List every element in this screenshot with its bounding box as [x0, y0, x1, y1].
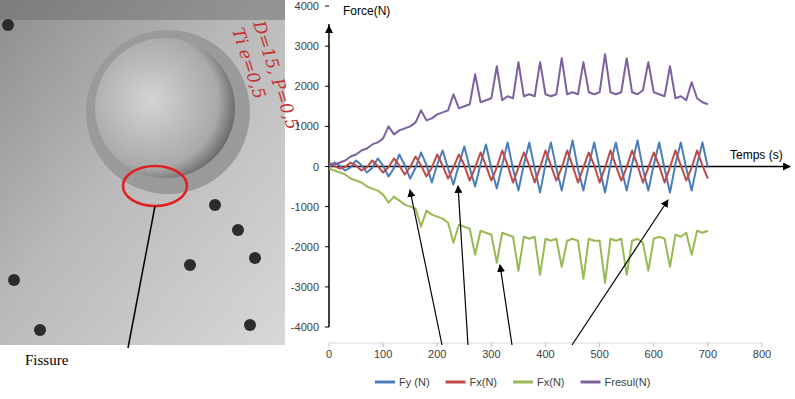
callout-line — [128, 206, 155, 348]
plate — [0, 0, 285, 345]
x-tick — [653, 343, 654, 347]
dome — [95, 38, 235, 178]
hole — [8, 274, 20, 286]
hole — [232, 224, 244, 236]
legend-swatch — [375, 381, 395, 384]
legend-swatch — [513, 381, 533, 384]
x-tick-label: 0 — [326, 348, 332, 360]
y-tick — [325, 46, 329, 47]
x-tick-label: 200 — [428, 348, 446, 360]
x-tick — [491, 343, 492, 347]
hole — [34, 324, 46, 336]
x-tick-label: 400 — [536, 348, 554, 360]
photo: Ti e=0,5D=15, P=0,5 — [0, 0, 303, 345]
y-axis — [328, 24, 330, 327]
dome-rim — [86, 30, 250, 194]
series-line — [329, 54, 708, 166]
hole — [249, 252, 261, 264]
x-tick-label: 600 — [645, 348, 663, 360]
legend-label: Fy (N) — [399, 376, 430, 388]
y-tick — [325, 166, 329, 167]
x-tick — [707, 343, 708, 347]
pointer-arrow — [500, 265, 512, 345]
y-tick — [325, 246, 329, 247]
handwritten-note: D=15, P=0,5 — [249, 17, 303, 132]
y-tick-label: -2000 — [291, 241, 319, 253]
pointer-arrow — [458, 186, 468, 345]
x-tick — [329, 343, 330, 347]
hole — [209, 199, 221, 211]
legend-label: Fx(N) — [470, 376, 498, 388]
y-tick — [325, 286, 329, 287]
pointer-arrow — [410, 190, 442, 345]
x-tick — [762, 343, 763, 347]
y-tick — [325, 327, 329, 328]
y-tick — [325, 86, 329, 87]
y-tick — [325, 6, 329, 7]
x-tick-label: 800 — [753, 348, 771, 360]
y-tick-label: -3000 — [291, 281, 319, 293]
handwriting: Ti e=0,5D=15, P=0,5 — [228, 17, 303, 138]
y-tick — [325, 126, 329, 127]
legend-swatch — [446, 381, 466, 384]
y-tick-label: 3000 — [295, 40, 319, 52]
legend-swatch — [581, 381, 601, 384]
y-tick-label: -1000 — [291, 201, 319, 213]
y-tick-label: 4000 — [295, 0, 319, 12]
series-line — [329, 140, 708, 192]
x-tick-label: 300 — [482, 348, 500, 360]
callout-label: Fissure — [25, 352, 69, 368]
chart: Ti e=0,5D=15, P=0,5 Fissure Force(N) Temps … — [0, 0, 795, 399]
crack-circle — [123, 166, 187, 206]
y-tick-label: 2000 — [295, 80, 319, 92]
y-tick — [325, 206, 329, 207]
legend-label: Fresul(N) — [605, 376, 651, 388]
y-tick-label: 1000 — [295, 120, 319, 132]
hole — [184, 259, 196, 271]
x-tick-label: 700 — [699, 348, 717, 360]
y-tick-label: 0 — [313, 161, 319, 173]
pointer-arrow — [572, 200, 668, 345]
x-axis — [329, 166, 790, 168]
y-axis-arrow — [328, 26, 330, 32]
series-group — [329, 54, 708, 283]
x-axis-label: Temps (s) — [730, 148, 783, 162]
x-tick-label: 500 — [590, 348, 608, 360]
y-tick-label: -4000 — [291, 321, 319, 333]
y-axis-label: Force(N) — [343, 4, 390, 18]
hole — [2, 19, 14, 31]
legend-label: Fx(N) — [537, 376, 565, 388]
series-line — [329, 150, 708, 182]
x-tick — [545, 343, 546, 347]
x-tick-label: 100 — [374, 348, 392, 360]
plate-shadow — [0, 0, 285, 20]
hole — [244, 319, 256, 331]
x-tick — [383, 343, 384, 347]
x-tick — [599, 343, 600, 347]
x-tick — [437, 343, 438, 347]
